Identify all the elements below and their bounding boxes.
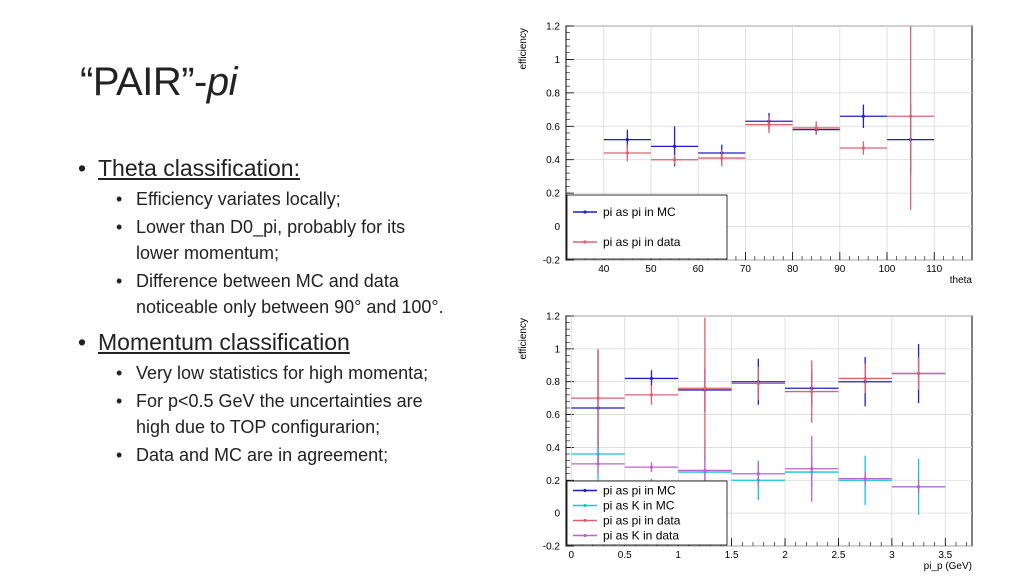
data-point [810,389,814,394]
data-point [909,114,913,118]
data-point [703,386,707,390]
data-point [810,467,814,471]
x-tick-label: 100 [879,264,896,275]
sub-bullet: Efficiency variates locally; [76,186,516,212]
title-italic: pi [206,60,238,104]
legend-label: pi as pi in MC [603,205,676,219]
legend-marker [583,488,587,493]
data-point [596,462,600,466]
data-point [916,485,921,489]
data-point [649,376,654,381]
legend-marker [583,533,587,538]
legend-label: pi as pi in data [603,514,681,528]
y-tick-label: 0 [554,222,560,233]
data-point [703,468,707,473]
y-tick-label: -0.2 [543,256,561,267]
data-point [767,123,771,127]
legend-label: pi as pi in data [603,235,681,249]
series-pi-as-pi-in-data [571,317,946,459]
bullet-momentum: Momentum classification [76,328,516,356]
y-tick-label: 0.8 [546,88,560,99]
bullet-list: Theta classification: Efficiency variate… [76,154,516,470]
x-tick-label: 1.5 [725,550,739,561]
x-tick-label: 40 [598,264,610,275]
legend-marker [583,210,587,214]
data-point [672,144,677,148]
legend-label: pi as K in MC [603,499,675,513]
y-tick-label: 0.6 [546,122,560,133]
x-tick-label: 90 [834,264,846,275]
data-point [861,146,866,150]
legend-marker [583,503,587,508]
x-tick-label: 110 [926,264,942,275]
x-tick-label: 70 [740,264,752,275]
x-tick-label: 50 [645,264,657,275]
y-tick-label: -0.2 [543,542,561,553]
y-tick-label: 0.2 [546,189,560,200]
title-main: “PAIR”- [80,60,207,104]
y-tick-label: 0.4 [546,155,560,166]
data-point [861,114,866,118]
y-tick-label: 1 [554,344,560,355]
y-tick-label: 1.2 [546,22,560,33]
data-point [649,393,654,397]
x-tick-label: 60 [693,264,705,275]
x-axis-label: theta [950,275,973,286]
x-tick-label: 3 [889,550,895,561]
legend-marker [583,240,587,244]
y-tick-label: 0.4 [546,443,560,454]
series-pi-as-K-in-data [571,435,946,502]
data-point [625,151,629,155]
sub-bullet: Very low statistics for high momenta; [76,360,516,386]
y-tick-label: 1.2 [546,312,560,323]
x-tick-label: 2 [782,550,788,561]
y-tick-label: 1 [554,55,560,66]
y-tick-label: 0.8 [546,377,560,388]
momentum-efficiency-chart: -0.2 0 0.2 0.4 0.6 0.8 1 1.2 0 0.5 1 1.5 2 2.5 3 3.5 eff… [518,312,973,572]
sub-bullet: For p<0.5 GeV the uncertainties arehigh … [76,388,516,440]
legend-label: pi as K in data [603,529,679,543]
bullet-theta: Theta classification: [76,154,516,182]
x-tick-label: 80 [787,264,799,275]
data-point [720,156,724,160]
data-point [649,465,654,469]
legend-box [566,480,728,546]
data-point [596,452,600,456]
data-point [814,126,818,130]
legend-label: pi as pi in MC [603,484,676,498]
y-tick-label: 0.2 [546,476,560,487]
sub-bullet: Lower than D0_pi, probably for itslower … [76,214,516,266]
theta-efficiency-chart: -0.2 0 0.2 0.4 0.6 0.8 1 1.2 40 50 60 70 80 90 100 110 e… [518,22,973,286]
y-axis-label: efficiency [518,318,529,360]
x-tick-label: 3.5 [938,550,952,561]
data-point [756,472,760,476]
x-tick-label: 0.5 [618,550,632,561]
legend-box [566,194,728,260]
data-point [863,376,867,381]
data-point [916,371,921,376]
data-point [756,381,760,385]
x-tick-label: 1 [675,550,681,561]
data-point [863,477,867,481]
sub-bullet: Data and MC are in agreement; [76,442,516,468]
sub-bullet: Difference between MC and datanoticeable… [76,268,516,320]
data-point [596,396,600,400]
x-tick-label: 2.5 [831,550,845,561]
y-axis-label: efficiency [518,28,529,70]
data-point [625,138,629,142]
y-tick-label: 0 [554,509,560,520]
y-tick-label: 0.6 [546,410,560,421]
x-tick-label: 0 [569,550,575,561]
slide-title: “PAIR”-pi [80,60,238,105]
data-point [672,158,677,162]
series-pi-as-pi-in-data [603,26,935,210]
x-axis-label: pi_p (GeV) [924,561,972,572]
legend-marker [583,518,587,523]
